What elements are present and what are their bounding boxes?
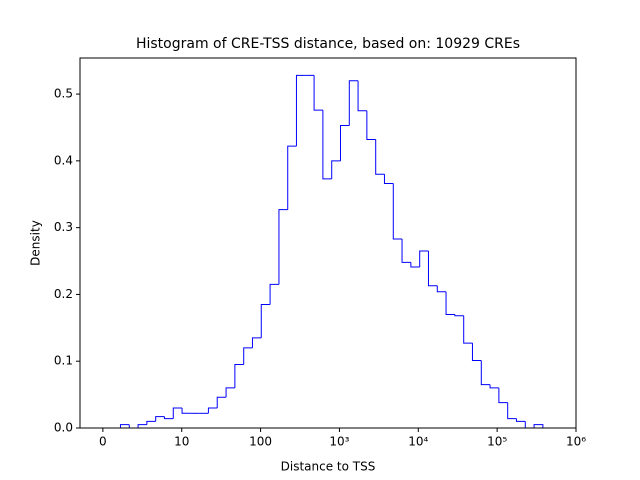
histogram-step	[524, 421, 535, 429]
histogram-step	[313, 75, 323, 111]
histogram-step	[251, 337, 262, 348]
histogram-step	[163, 416, 174, 420]
histogram-step	[401, 238, 411, 263]
histogram-step	[225, 387, 235, 398]
y-tick-label: 0.5	[54, 87, 73, 101]
histogram-step	[295, 74, 306, 147]
histogram-step	[533, 424, 544, 428]
histogram-step	[419, 250, 429, 268]
y-tick-label: 0.3	[54, 220, 73, 234]
histogram-step	[454, 314, 464, 317]
histogram-step	[480, 360, 491, 386]
x-tick-label: 10⁵	[487, 435, 507, 449]
histogram-step	[216, 396, 227, 408]
x-tick-label: 100	[249, 435, 272, 449]
histogram-step	[375, 139, 385, 175]
histogram-step	[322, 110, 332, 180]
histogram-step	[234, 364, 244, 388]
histogram-step	[146, 420, 156, 425]
y-tick-label: 0.4	[54, 153, 73, 167]
histogram-step	[172, 407, 183, 419]
histogram-step	[181, 407, 191, 414]
y-tick-label: 0.1	[54, 354, 73, 368]
histogram-step	[260, 303, 271, 338]
histogram-step	[207, 407, 218, 414]
y-tick-label: 0.0	[54, 421, 73, 435]
histogram-step	[498, 387, 508, 404]
histogram-step	[436, 285, 447, 293]
histogram-step	[427, 251, 438, 287]
x-tick-label: 10	[174, 435, 189, 449]
histogram-step	[287, 145, 297, 210]
x-tick-label: 10³	[329, 435, 349, 449]
histogram-step	[471, 343, 482, 362]
histogram-step	[445, 291, 455, 315]
histogram-step	[410, 262, 420, 268]
histogram-step	[269, 283, 279, 305]
histogram-step	[128, 424, 139, 429]
histogram-step	[489, 384, 499, 389]
histogram-step	[119, 424, 130, 428]
histogram-step	[348, 80, 359, 126]
histogram-step	[463, 315, 473, 344]
histogram-step	[507, 402, 517, 420]
x-tick-label: 10⁶	[566, 435, 586, 449]
y-axis-label: Density	[29, 220, 43, 266]
histogram-step	[366, 110, 376, 140]
histogram-step	[383, 174, 394, 185]
x-tick-label: 0	[99, 435, 107, 449]
x-tick-label: 10⁴	[408, 435, 428, 449]
x-axis-label: Distance to TSS	[281, 460, 376, 474]
histogram-step	[331, 160, 341, 179]
histogram-step	[243, 347, 253, 365]
histogram-step	[155, 416, 165, 422]
histogram-step	[339, 124, 350, 161]
plot-frame	[79, 57, 577, 429]
histogram-step	[278, 209, 288, 285]
histogram-step	[515, 418, 526, 422]
y-tick-label: 0.2	[54, 287, 73, 301]
chart-title: Histogram of CRE-TSS distance, based on:…	[136, 36, 520, 52]
histogram-step	[357, 80, 367, 112]
histogram-step	[392, 183, 403, 240]
histogram-step	[137, 424, 147, 428]
